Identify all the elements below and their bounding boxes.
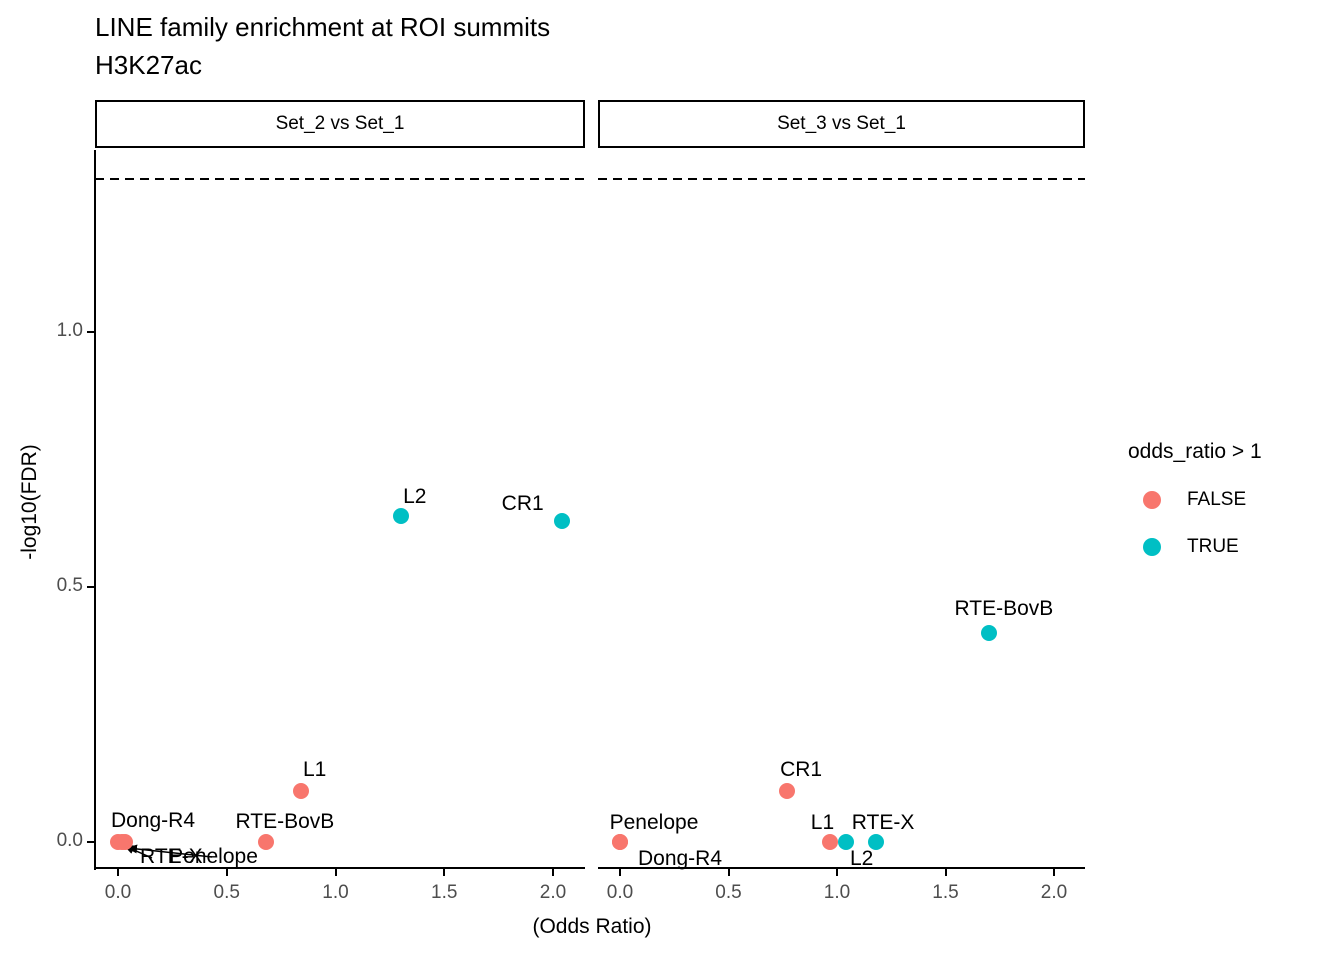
label-repel-arrows [123,844,213,859]
legend-false-dot-icon [1143,491,1161,509]
threshold-dashed-line [95,178,585,180]
y-tick-mark [87,331,95,333]
data-point [292,783,309,799]
legend-true-dot-icon [1143,538,1161,556]
plot-subtitle: H3K27ac [95,50,202,80]
y-tick-mark [87,586,95,588]
facet-panel-set3-vs-set1: 0.0 0.5 1.0 1.5 2.0 Penelope Dong-R4 CR1 L1 L2 RTE… [598,150,1085,903]
point-label: L2 [403,484,427,508]
y-tick-label: 0.0 [56,830,83,851]
data-point [822,834,839,850]
data-point [779,783,796,799]
x-tick-mark [552,868,554,876]
legend-false-label: FALSE [1187,489,1247,510]
y-tick-label: 1.0 [56,320,83,341]
plot-title: LINE family enrichment at ROI summits [95,12,551,42]
legend-item-false: FALSE [1118,486,1338,514]
data-point [837,834,854,850]
legend-true-label: TRUE [1187,536,1239,557]
legend-title: odds_ratio > 1 [1128,440,1262,463]
data-point [612,834,628,850]
point-label: L2 [849,847,874,870]
y-axis-title: -log10(FDR) [18,444,41,560]
x-tick-mark [334,868,337,876]
y-tick-label: 0.5 [56,575,83,596]
point-label: CR1 [501,491,544,515]
point-label: L1 [303,758,327,781]
point-label: CR1 [780,758,823,781]
x-tick-mark [836,868,838,876]
point-label: RTE-X [140,845,203,868]
point-label: L1 [810,811,835,834]
x-axis-line [95,867,585,869]
point-label: RTE-BovB [954,596,1054,620]
x-tick-label: 2.0 [539,882,567,903]
data-point [868,834,885,850]
legend: odds_ratio > 1 FALSE TRUE [1118,440,1338,580]
point-label: Penelope [169,845,258,868]
x-tick-mark [619,868,621,876]
data-point [553,512,570,529]
facet-strip-set3-vs-set1: Set_3 vs Set_1 [598,100,1085,148]
x-tick-label: 0.5 [715,882,742,903]
facet-panel-set2-vs-set1: 0.0 0.5 1.0 1.5 2.0 Dong-R4 RTE-X Penelope RTE-B… [94,150,585,903]
point-label: RTE-X [851,811,915,834]
y-tick-mark [87,841,95,843]
x-tick-label: 1.5 [431,882,458,903]
x-tick-label: 2.0 [1040,882,1068,903]
data-point [257,834,274,850]
x-axis-line [598,867,1085,869]
x-tick-mark [1053,868,1055,876]
x-tick-mark [944,868,947,876]
x-tick-mark [727,868,730,876]
y-axis-line [94,150,96,870]
data-point [392,507,409,524]
x-axis-title: (Odds Ratio) [532,915,652,938]
legend-item-true: TRUE [1118,533,1338,561]
x-tick-label: 1.0 [322,882,349,903]
data-point [116,834,133,850]
threshold-dashed-line [598,178,1085,180]
x-tick-label: 1.5 [932,882,959,903]
x-tick-label: 1.0 [823,882,851,903]
x-tick-label: 0.5 [213,882,240,903]
x-tick-mark [225,868,228,876]
data-point [980,624,997,641]
x-tick-mark [117,868,119,876]
point-label: Dong-R4 [637,847,723,870]
facet-strip-set2-vs-set1: Set_2 vs Set_1 [95,100,585,148]
facet-strip-label: Set_3 vs Set_1 [777,113,906,134]
facet-strip-label: Set_2 vs Set_1 [275,113,405,134]
x-tick-mark [443,868,446,876]
x-tick-label: 0.0 [606,882,634,903]
x-tick-label: 0.0 [104,882,132,903]
point-label: Dong-R4 [110,809,196,832]
point-label: Penelope [609,811,699,834]
point-label: RTE-BovB [235,810,335,833]
